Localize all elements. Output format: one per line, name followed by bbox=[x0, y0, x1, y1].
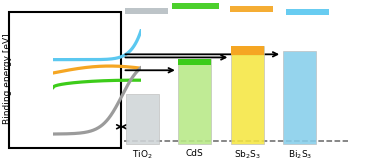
Bar bbox=[178, 59, 211, 65]
Bar bbox=[229, 6, 273, 12]
Bar bbox=[125, 8, 168, 14]
Bar bbox=[286, 9, 329, 15]
Text: CdS: CdS bbox=[186, 149, 203, 158]
Text: Sb$_2$S$_3$: Sb$_2$S$_3$ bbox=[234, 149, 261, 161]
Text: TiO$_2$: TiO$_2$ bbox=[132, 149, 152, 161]
Bar bbox=[283, 51, 316, 144]
Bar bbox=[125, 94, 159, 144]
Bar bbox=[231, 46, 264, 55]
Bar bbox=[178, 59, 211, 144]
Bar bbox=[9, 12, 121, 148]
Bar bbox=[231, 46, 264, 144]
Text: Binding energy [eV]: Binding energy [eV] bbox=[3, 33, 12, 124]
Bar bbox=[172, 3, 219, 9]
Text: Bi$_2$S$_3$: Bi$_2$S$_3$ bbox=[288, 149, 312, 161]
